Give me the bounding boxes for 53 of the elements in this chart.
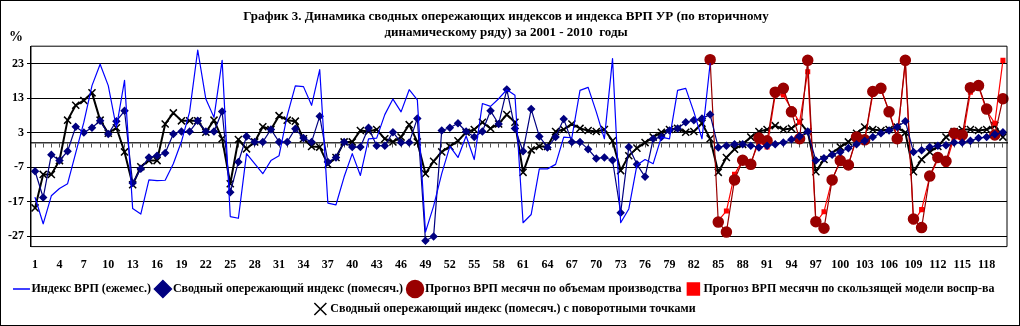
x-tick-label: 94	[785, 256, 798, 271]
x-tick-label: 64	[541, 256, 554, 271]
x-tick-label: 115	[953, 256, 971, 271]
chart-title: График 3. Динамика сводных опережающих индексов и индекса ВРП УР (по вторичному динамическому ряду) за 2001 - 2010 годы	[243, 8, 770, 39]
y-tick-label: 13	[12, 90, 24, 105]
x-tick-label: 22	[199, 256, 212, 271]
x-tick-label: 46	[395, 256, 408, 271]
x-tick-label: 118	[977, 256, 996, 271]
x-tick-label: 67	[565, 256, 578, 271]
x-tick-label: 28	[248, 256, 261, 271]
x-tick-label: 40	[346, 256, 359, 271]
x-tick-label: 70	[590, 256, 603, 271]
x-tick-label: 4	[56, 256, 63, 271]
x-tick-label: 43	[370, 256, 383, 271]
x-tick-label: 1	[32, 256, 39, 271]
legend-label: Индекс ВРП (ежемес.)	[31, 281, 151, 296]
x-tick-label: 49	[419, 256, 432, 271]
y-tick-label: -7	[14, 159, 24, 174]
y-axis-title: %	[9, 28, 23, 44]
y-tick-label: 23	[12, 55, 24, 70]
x-tick-label: 103	[855, 256, 874, 271]
x-tick-label: 85	[712, 256, 725, 271]
x-tick-label: 52	[443, 256, 456, 271]
x-tick-label: 7	[80, 256, 87, 271]
y-tick-label: -27	[8, 228, 24, 243]
x-tick-label: 112	[929, 256, 947, 271]
x-tick-label: 13	[126, 256, 139, 271]
x-tick-label: 79	[663, 256, 676, 271]
x-tick-label: 106	[880, 256, 899, 271]
x-tick-label: 61	[517, 256, 530, 271]
x-tick-label: 55	[468, 256, 481, 271]
legend-label: Прогноз ВРП месячн по объемам производства	[425, 281, 682, 296]
x-tick-label: 37	[321, 256, 334, 271]
x-tick-label: 73	[614, 256, 627, 271]
x-tick-label: 31	[273, 256, 286, 271]
x-tick-label: 91	[761, 256, 774, 271]
x-tick-label: 100	[831, 256, 850, 271]
x-tick-label: 10	[102, 256, 115, 271]
x-tick-label: 25	[224, 256, 237, 271]
x-tick-label: 109	[904, 256, 923, 271]
x-tick-label: 58	[492, 256, 505, 271]
legend-label: Сводный опережающий индекс (помесяч.) с поворотными точками	[330, 301, 696, 316]
x-tick-label: 34	[297, 256, 310, 271]
x-tick-label: 97	[809, 256, 822, 271]
x-tick-label: 88	[736, 256, 749, 271]
x-tick-label: 76	[639, 256, 652, 271]
legend-label: Сводный опережающий индекс (помесяч.)	[172, 281, 404, 296]
y-tick-label: 3	[18, 124, 24, 139]
y-tick-label: -17	[8, 193, 24, 208]
x-tick-label: 19	[175, 256, 188, 271]
legend-label: Прогноз ВРП месячн по скользящей модели воспр-ва	[703, 281, 995, 296]
x-tick-label: 16	[151, 256, 164, 271]
x-tick-label: 82	[687, 256, 700, 271]
